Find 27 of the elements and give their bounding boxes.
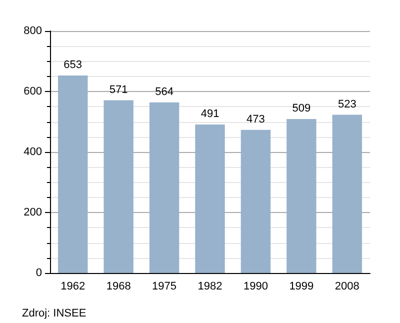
bar <box>104 100 134 273</box>
bar <box>58 75 88 273</box>
y-tick-label: 800 <box>24 25 42 37</box>
x-tick-label: 1962 <box>60 280 86 292</box>
x-tick-label: 1968 <box>106 280 131 292</box>
x-tick-label: 1982 <box>198 280 222 292</box>
data-label: 509 <box>292 102 311 115</box>
bar <box>332 114 362 273</box>
x-tick-label: 1990 <box>243 280 268 292</box>
bar <box>286 119 316 273</box>
data-label: 571 <box>109 84 128 96</box>
bar <box>240 130 271 273</box>
y-tick-label: 600 <box>24 86 42 98</box>
data-label: 491 <box>200 108 220 120</box>
x-tick-label: 1999 <box>289 280 314 292</box>
y-tick-label: 200 <box>24 206 42 218</box>
x-tick-label: 2008 <box>334 280 360 292</box>
data-label: 564 <box>155 86 174 98</box>
bar <box>195 124 225 273</box>
y-tick-label: 0 <box>36 267 42 279</box>
bar <box>149 102 180 273</box>
data-label: 523 <box>338 98 356 110</box>
y-tick-label: 400 <box>24 146 42 158</box>
text: Zdroj: INSEE <box>22 308 86 320</box>
data-label: 653 <box>64 58 82 71</box>
x-tick-label: 1975 <box>152 280 177 292</box>
data-label: 473 <box>246 113 265 126</box>
